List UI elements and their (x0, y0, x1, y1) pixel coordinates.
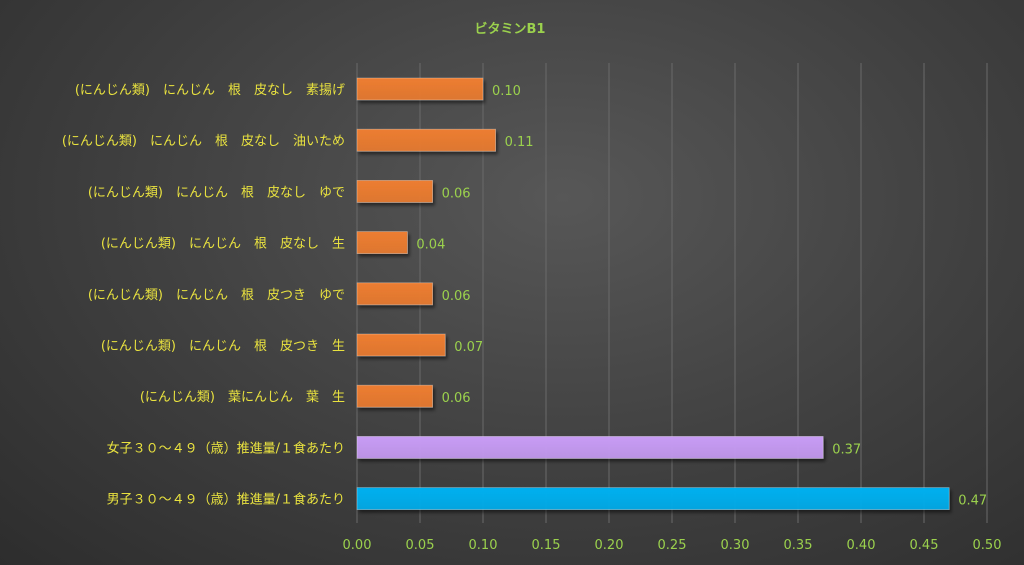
x-tick-label: 0.05 (406, 538, 435, 553)
bar (356, 77, 484, 101)
bar (356, 384, 433, 408)
data-label: 0.47 (958, 494, 987, 509)
x-tick-label: 0.00 (343, 538, 372, 553)
tick-layer: 0.00 0.05 0.10 0.15 0.20 0.25 0.30 0.35 0.40 0.45… (343, 538, 1002, 553)
category-label: (にんじん類) にんじん 根 皮つき ゆで (88, 288, 345, 303)
data-label: 0.10 (492, 84, 521, 99)
data-label: 0.04 (416, 238, 445, 253)
category-label: (にんじん類) にんじん 根 皮つき 生 (101, 339, 345, 354)
x-tick-label: 0.45 (910, 538, 939, 553)
category-label: 女子３０～４９（歳）推進量/１食あたり (107, 440, 345, 456)
bar (356, 435, 824, 459)
x-tick-label: 0.10 (469, 538, 498, 553)
data-label: 0.06 (442, 186, 471, 201)
bar (356, 333, 446, 357)
bar (356, 231, 408, 255)
category-label: (にんじん類) にんじん 根 皮なし 油いため (62, 134, 345, 149)
data-label: 0.06 (442, 289, 471, 304)
bar (356, 487, 950, 511)
x-tick-label: 0.20 (595, 538, 624, 553)
x-tick-label: 0.35 (784, 538, 813, 553)
x-tick-label: 0.25 (658, 538, 687, 553)
x-tick-label: 0.30 (721, 538, 750, 553)
x-tick-label: 0.15 (532, 538, 561, 553)
data-label: 0.07 (454, 340, 483, 355)
category-label: (にんじん類) にんじん 根 皮なし 生 (101, 237, 345, 252)
label-layer: (にんじん類) にんじん 根 皮なし 素揚げ 0.10 (にんじん類) にんじん 根… (62, 82, 987, 509)
category-label: (にんじん類) にんじん 根 皮なし 素揚げ (75, 82, 345, 98)
x-tick-label: 0.40 (847, 538, 876, 553)
category-label: (にんじん類) 葉にんじん 葉 生 (140, 390, 345, 405)
bar (356, 179, 433, 203)
data-label: 0.06 (442, 391, 471, 406)
bar (356, 282, 433, 306)
category-label: 男子３０～４９（歳）推進量/１食あたり (107, 492, 345, 508)
data-label: 0.37 (832, 442, 861, 457)
chart-title: ビタミンB1 (475, 21, 546, 37)
bar-layer (356, 77, 950, 511)
x-tick-label: 0.50 (973, 538, 1002, 553)
bar (356, 128, 497, 152)
data-label: 0.11 (505, 135, 534, 150)
category-label: (にんじん類) にんじん 根 皮なし ゆで (88, 185, 345, 200)
